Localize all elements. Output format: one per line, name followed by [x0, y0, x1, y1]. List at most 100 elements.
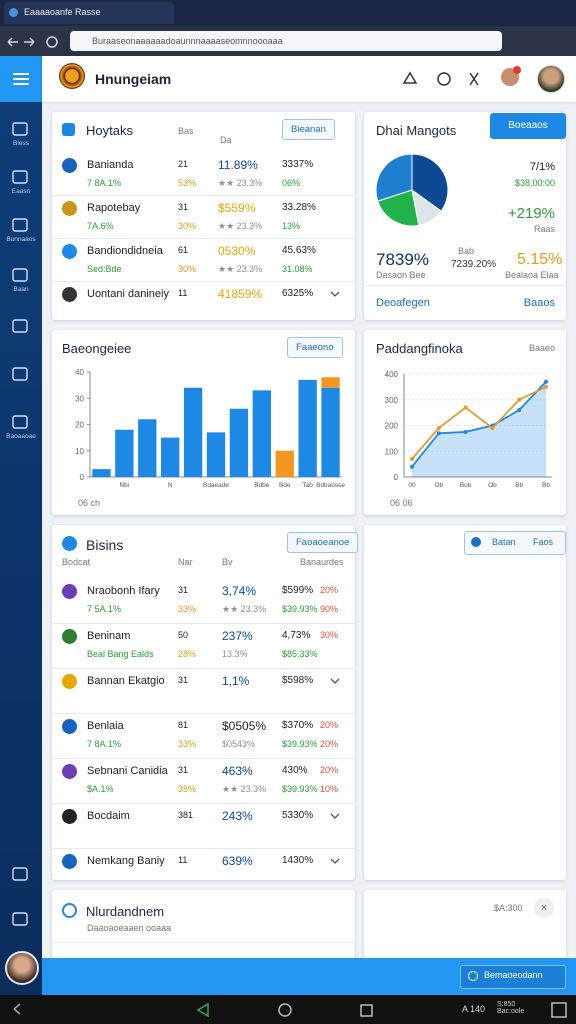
- row-name: Bocdaim: [87, 810, 130, 822]
- row-name: Rapotebay: [87, 202, 141, 214]
- avatar[interactable]: [5, 951, 39, 985]
- nav-buttons[interactable]: [0, 995, 576, 1024]
- mid-label: Bab: [458, 246, 475, 256]
- row-name: Bannan Ekatgio: [87, 675, 165, 687]
- tab-icon: [9, 8, 18, 17]
- row-sub: Sed:Bde: [87, 264, 122, 274]
- icon-shape: [12, 122, 28, 136]
- row-value: 6325%: [282, 288, 314, 299]
- list-button[interactable]: Faoaoeanoe: [287, 532, 359, 553]
- bar-title: Baeongeiee: [62, 341, 132, 356]
- row-qty: 31: [178, 202, 189, 212]
- list-icon: [62, 536, 77, 551]
- clock: A 140: [462, 1004, 486, 1014]
- bottom-button-icon: [468, 971, 478, 981]
- bottom-button-label: Bemaoeodann: [484, 970, 543, 980]
- chevron: [330, 291, 340, 297]
- row-extra: 20%: [320, 765, 339, 775]
- market-button[interactable]: Boeaaos: [490, 113, 566, 139]
- side-button[interactable]: [464, 531, 566, 555]
- profile[interactable]: [537, 65, 565, 93]
- holdings-button[interactable]: Bieanan: [282, 119, 335, 140]
- row-value: $370%: [282, 720, 314, 731]
- row-qty: 21: [178, 159, 189, 169]
- big-stat: 7839%: [376, 250, 429, 269]
- row-qty: 31: [178, 765, 189, 775]
- col-header: Banaurdes: [300, 557, 344, 567]
- row-qty-sub: 33%: [178, 739, 197, 749]
- chevron: [330, 813, 340, 819]
- row-icon: [62, 674, 77, 689]
- row-qty: 11: [178, 288, 188, 298]
- chevron: [330, 678, 340, 684]
- chevron-shape: [330, 291, 340, 297]
- row-sub: 7 5A.1%: [87, 604, 122, 614]
- sidebar-label: Baan: [13, 286, 29, 293]
- logo: [59, 63, 85, 89]
- header-icons[interactable]: [402, 69, 492, 89]
- side-card: [364, 525, 566, 880]
- list-card: [52, 525, 355, 880]
- bar-button[interactable]: Faaeono: [287, 337, 343, 358]
- icon-shape: [12, 319, 28, 333]
- close-button[interactable]: ×: [534, 898, 554, 918]
- row-value-sub: $39.93%: [282, 784, 318, 794]
- tab[interactable]: [4, 2, 174, 24]
- side-label: Faos: [533, 537, 554, 547]
- url-field[interactable]: [70, 31, 502, 51]
- list-title: Bisins: [86, 537, 124, 553]
- row-name: Banianda: [87, 159, 134, 171]
- row-divider: [52, 803, 355, 804]
- icon-shape: [12, 170, 28, 184]
- sidebar-icon: [12, 122, 28, 136]
- link[interactable]: Baaos: [523, 297, 555, 309]
- row-qty: 81: [178, 720, 189, 730]
- row-qty: 61: [178, 245, 189, 255]
- row-extra: 20%: [320, 720, 339, 730]
- sidebar-label: Baoaaoae: [6, 433, 36, 440]
- side-label: Batan: [492, 537, 516, 547]
- row-value-sub: 13%: [282, 221, 301, 231]
- app-title: Hnungeiam: [95, 71, 172, 87]
- holdings-title: Hoytaks: [86, 123, 133, 138]
- row-value: 5330%: [282, 810, 314, 821]
- bottom-side-card: [364, 890, 566, 970]
- nav-arrows[interactable]: [4, 32, 64, 52]
- chevron-shape: [330, 813, 340, 819]
- line-title: Paddangfinoka: [376, 341, 463, 356]
- bottom-sub: Daaoaoeaaen ooaaa: [87, 923, 172, 933]
- row-divider: [52, 758, 355, 759]
- row-divider: [52, 238, 355, 239]
- bottom-icon: [62, 903, 77, 918]
- row-icon: [62, 629, 77, 644]
- row-qty-sub: 53%: [178, 178, 197, 188]
- header: [42, 56, 576, 102]
- row-qty: 11: [178, 855, 188, 865]
- row-sub: Beal Bang Ealds: [87, 649, 154, 659]
- row-name: Nemkang Baniy: [87, 855, 165, 867]
- market-title: Dhai Mangots: [376, 123, 457, 138]
- bottom-right: $A:300: [494, 903, 523, 913]
- line-card: [364, 330, 566, 515]
- link[interactable]: Deoafegen: [376, 297, 430, 309]
- row-name: Benlaia: [87, 720, 124, 732]
- line-footer: 06 06: [390, 498, 413, 508]
- row-extra: 30%: [320, 630, 339, 640]
- chevron-shape: [330, 858, 340, 864]
- col-header: Bas: [178, 126, 194, 136]
- row-sub: 7A.6%: [87, 221, 114, 231]
- row-extra-sub: 20%: [320, 739, 339, 749]
- row-name: Uontani danineiy: [87, 288, 169, 300]
- row-qty: 381: [178, 810, 194, 820]
- side-icon: [471, 537, 481, 547]
- row-qty-sub: 30%: [178, 221, 197, 231]
- row-value-sub: $85.33%: [282, 649, 318, 659]
- row-icon: [62, 244, 77, 259]
- row-change: $559%: [218, 201, 256, 215]
- row-change: 237%: [222, 629, 253, 643]
- row-divider: [52, 281, 355, 282]
- icon-shape: [12, 415, 28, 429]
- row-sub: 7 8A.1%: [87, 739, 122, 749]
- row-change: 463%: [222, 764, 253, 778]
